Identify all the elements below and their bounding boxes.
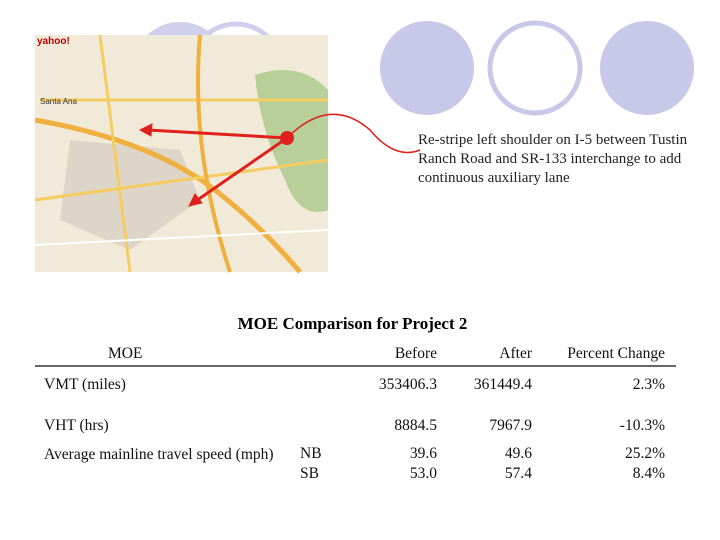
map-brand: yahoo!: [37, 36, 70, 47]
cell: 8.4%: [632, 465, 665, 482]
row-label: Average mainline travel speed (mph): [44, 446, 274, 463]
cell: 49.6: [504, 445, 532, 462]
row-label: VMT (miles): [44, 376, 126, 393]
decor-circle: [487, 20, 583, 116]
cell: -10.3%: [619, 417, 665, 434]
cell: 2.3%: [632, 376, 665, 393]
header: Percent Change: [567, 345, 665, 362]
cell: 39.6: [409, 445, 437, 462]
cell: 353406.3: [378, 376, 437, 393]
annotation: Re-stripe left shoulder on I-5 between T…: [418, 132, 688, 186]
map-label: Santa Ana: [40, 97, 77, 106]
callout: [138, 113, 421, 207]
table-title: MOE Comparison for Project 2: [237, 314, 468, 333]
direction: SB: [300, 465, 319, 482]
cell: 361449.4: [473, 376, 532, 393]
cell: 53.0: [409, 465, 437, 482]
cell: 57.4: [504, 465, 532, 482]
map: yahoo! Santa Ana: [34, 34, 329, 274]
decor-circle: [600, 21, 694, 115]
cell: 7967.9: [489, 417, 532, 434]
decor-circle: [380, 21, 474, 115]
cell: 25.2%: [624, 445, 665, 462]
header: Before: [394, 345, 437, 362]
cell: 8884.5: [394, 417, 437, 434]
header: After: [499, 345, 532, 362]
row-label: VHT (hrs): [44, 417, 109, 434]
direction: NB: [300, 445, 322, 462]
header: MOE: [108, 345, 143, 362]
